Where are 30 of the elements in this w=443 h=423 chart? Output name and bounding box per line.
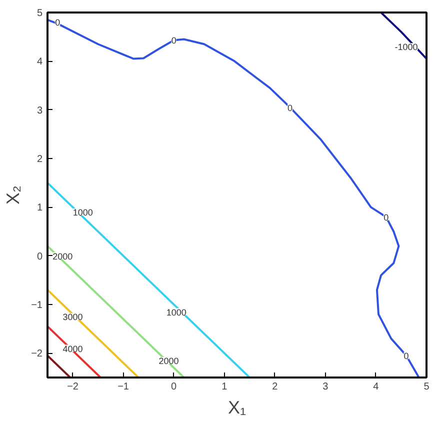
y-tick-label: 4 xyxy=(36,56,43,68)
y-tick-label: 3 xyxy=(36,105,43,116)
annotation: 0 xyxy=(404,351,409,362)
annotation: 2000 xyxy=(52,251,73,262)
x-tick-label: 3 xyxy=(322,382,329,392)
x-tick-label: 4 xyxy=(373,382,380,392)
annotation: 0 xyxy=(288,102,293,113)
x-tick-label: 5 xyxy=(424,382,430,392)
annotation: 0 xyxy=(55,18,60,28)
x-axis-title: X₁ xyxy=(228,398,246,418)
annotation: -1000 xyxy=(394,42,418,52)
annotation: 1000 xyxy=(166,307,186,318)
annotation: 4000 xyxy=(62,344,83,354)
x-tick-label: 1 xyxy=(222,382,228,392)
x-tick-label: 0 xyxy=(171,382,178,392)
x-tick-label: −1 xyxy=(118,382,130,392)
y-axis-title: X₂ xyxy=(3,185,24,204)
x-tick-label: −2 xyxy=(67,382,79,392)
y-tick-label: 1 xyxy=(36,202,43,214)
y-tick-label: −2 xyxy=(31,348,43,360)
annotation: 0 xyxy=(384,212,389,222)
y-tick-label: −1 xyxy=(31,300,43,311)
y-tick-label: 5 xyxy=(36,8,43,19)
annotation: 3000 xyxy=(62,312,83,322)
annotation: 2000 xyxy=(158,356,179,366)
y-tick-label: 0 xyxy=(36,251,43,262)
y-tick-label: 2 xyxy=(36,154,43,165)
x-tick-label: 2 xyxy=(272,382,278,392)
annotation: 1000 xyxy=(72,208,93,218)
annotation: 0 xyxy=(171,36,176,46)
